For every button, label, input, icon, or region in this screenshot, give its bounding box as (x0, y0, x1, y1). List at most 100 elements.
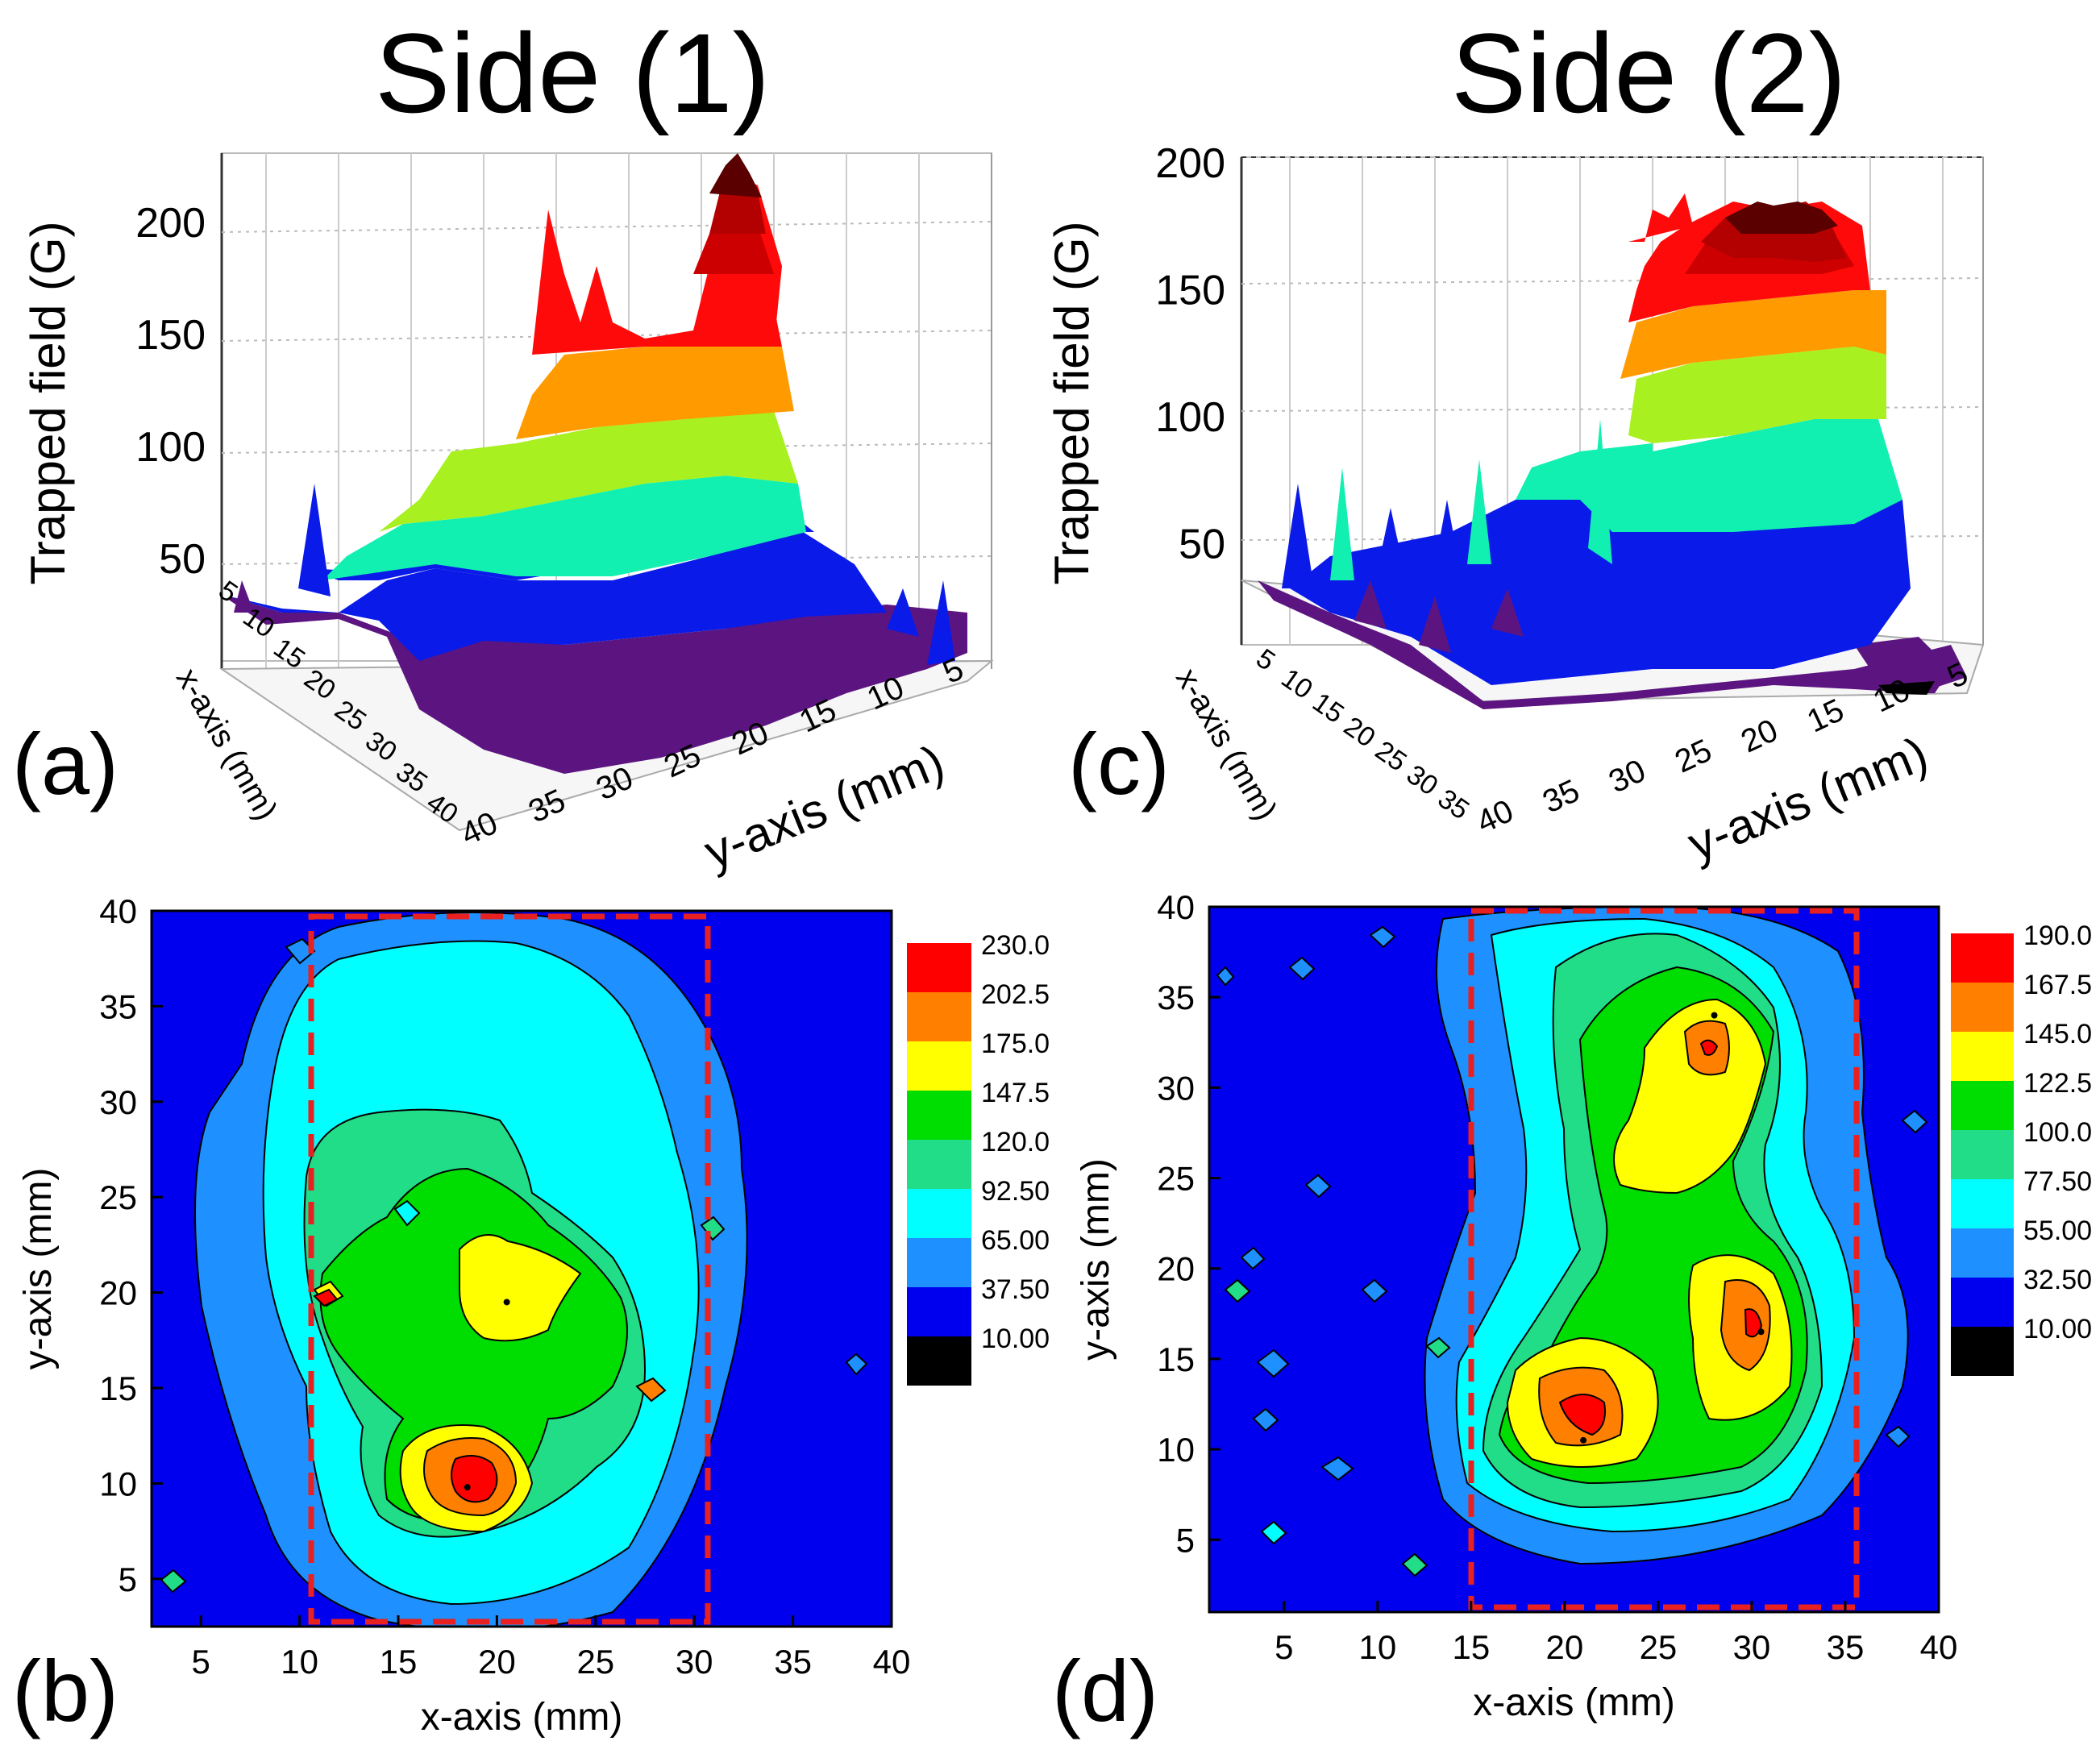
panel-b-peak-marker (464, 1484, 471, 1491)
panel-b-legend-swatch (907, 1091, 971, 1140)
panel-b-xtick: 15 (380, 1643, 418, 1681)
panel-a-ztick: 200 (135, 200, 206, 247)
panel-c-ytick: 15 (1802, 692, 1849, 740)
panel-d-legend-swatch (1951, 933, 2014, 983)
panel-b-legend-swatch (907, 1140, 971, 1189)
panel-d-legend-swatch (1951, 1032, 2014, 1081)
panel-b-ytick: 25 (99, 1178, 137, 1216)
panel-c-zlabel: Trapped field (G) (1045, 221, 1099, 584)
panel-label-c: (c) (1068, 715, 1170, 812)
panel-b-legend-swatch (907, 992, 971, 1041)
panel-b-xtick: 25 (576, 1643, 614, 1681)
panel-d-legend-label: 167.5 (2023, 970, 2092, 1000)
panel-d-legend-swatch (1951, 983, 2014, 1032)
panel-c-ytick: 25 (1670, 733, 1717, 780)
panel-b-legend-label: 10.00 (981, 1324, 1050, 1354)
panel-d-ytick: 30 (1157, 1069, 1195, 1107)
panel-d-legend-swatch (1951, 1278, 2014, 1327)
panel-d-legend-swatch (1951, 1081, 2014, 1130)
panel-b-xtick: 10 (281, 1643, 318, 1681)
panel-a-ztick: 50 (159, 536, 206, 583)
panel-b-ylabel: y-axis (mm) (17, 1168, 60, 1370)
panel-d-legend-label: 10.00 (2023, 1314, 2092, 1344)
panel-d-legend-swatch (1951, 1228, 2014, 1278)
panel-d-xlabel: x-axis (mm) (1473, 1681, 1675, 1724)
panel-d-xtick: 30 (1733, 1628, 1771, 1666)
panel-a-zlabel: Trapped field (G) (21, 221, 75, 584)
panel-b-legend-label: 147.5 (981, 1078, 1050, 1108)
panel-b-ytick: 5 (119, 1560, 137, 1598)
panel-c-xtick: 15 (1307, 687, 1349, 729)
panel-d-ytick: 25 (1157, 1160, 1195, 1198)
panel-d-legend-label: 32.50 (2023, 1265, 2092, 1295)
panel-c-ztick: 200 (1155, 140, 1225, 187)
panel-b-legend-label: 37.50 (981, 1274, 1050, 1305)
panel-c-ytick: 30 (1603, 753, 1651, 800)
panel-c-xtick: 5 (1250, 643, 1280, 677)
panel-c-xtick: 30 (1401, 759, 1444, 802)
panel-b-ytick: 35 (99, 987, 137, 1025)
panel-b-peak-marker (503, 1299, 510, 1306)
panel-d-xtick: 5 (1275, 1628, 1293, 1666)
panel-d-ytick: 35 (1157, 979, 1195, 1016)
panel-d-ytick: 10 (1157, 1431, 1195, 1469)
panel-b-xtick: 30 (676, 1643, 713, 1681)
panel-b-legend-swatch (907, 1336, 971, 1386)
panel-c-ztick: 100 (1155, 394, 1225, 441)
panel-d-peak-marker (1580, 1436, 1587, 1444)
panel-a-ztick: 100 (135, 424, 206, 471)
chart-ticks-legends: 5 10 15 20 25 30 35 40 5 10 15 20 25 30 35 40 x-axis (mm… (17, 888, 2092, 1739)
panel-d-ytick: 5 (1176, 1521, 1195, 1559)
panel-c-xtick: 10 (1275, 663, 1318, 705)
panel-b-ytick: 10 (99, 1465, 137, 1502)
panel-d-contour (1208, 905, 1940, 1614)
panel-b-legend-swatch (907, 1041, 971, 1091)
panel-a-surface (218, 152, 994, 832)
panel-d-xtick: 35 (1827, 1628, 1865, 1666)
panel-b-xlabel: x-axis (mm) (421, 1696, 623, 1739)
panel-b-legend-swatch (907, 1189, 971, 1238)
title-side-1: Side (1) (375, 10, 771, 136)
panel-b-contour (150, 909, 893, 1628)
panel-label-b: (b) (12, 1642, 119, 1739)
panel-d-xtick: 15 (1453, 1628, 1491, 1666)
panel-b-legend-swatch (907, 943, 971, 992)
panel-d-ylabel: y-axis (mm) (1075, 1158, 1117, 1361)
panel-d-legend-label: 100.0 (2023, 1117, 2092, 1148)
panel-c-xtick: 25 (1370, 735, 1412, 778)
panel-d-legend-label: 77.50 (2023, 1166, 2092, 1197)
panel-d-peak-marker (1711, 1012, 1718, 1019)
panel-d-xtick: 20 (1546, 1628, 1584, 1666)
panel-b-legend-label: 92.50 (981, 1176, 1050, 1207)
panel-c-ytick: 20 (1736, 713, 1783, 760)
panel-d-ytick: 15 (1157, 1340, 1195, 1378)
panel-d-xtick: 40 (1920, 1628, 1958, 1666)
panel-b-ytick: 20 (99, 1274, 137, 1312)
panel-label-a: (a) (12, 715, 119, 812)
panel-b-legend-swatch (907, 1287, 971, 1336)
panel-b-legend-label: 230.0 (981, 930, 1050, 961)
panel-d-peak-marker (1757, 1328, 1765, 1336)
panel-d-legend-label: 190.0 (2023, 920, 2092, 951)
panel-d-xtick: 25 (1640, 1628, 1678, 1666)
panel-d-ytick: 40 (1157, 888, 1195, 926)
panel-c-ytick: 40 (1471, 793, 1519, 841)
panel-c-ztick: 50 (1179, 522, 1225, 568)
panel-b-xtick: 5 (192, 1643, 210, 1681)
panel-b-xtick: 35 (774, 1643, 812, 1681)
panel-d-xtick: 10 (1358, 1628, 1396, 1666)
panel-c-ylabel: y-axis (mm) (1681, 726, 1936, 871)
panel-b-ytick: 40 (99, 892, 137, 930)
panel-c-xtick: 20 (1338, 711, 1381, 754)
panel-c-xtick: 35 (1433, 783, 1475, 826)
panel-d-ytick: 20 (1157, 1250, 1195, 1288)
panel-b-legend-swatch (907, 1238, 971, 1287)
panel-b-legend-label: 120.0 (981, 1127, 1050, 1157)
panel-c-ytick: 35 (1537, 773, 1585, 821)
panel-d-legend-label: 145.0 (2023, 1019, 2092, 1049)
panel-b-ytick: 15 (99, 1369, 137, 1407)
panel-d-legend-swatch (1951, 1327, 2014, 1376)
panel-c-ztick: 150 (1155, 268, 1225, 314)
panel-b-legend-label: 65.00 (981, 1225, 1050, 1256)
